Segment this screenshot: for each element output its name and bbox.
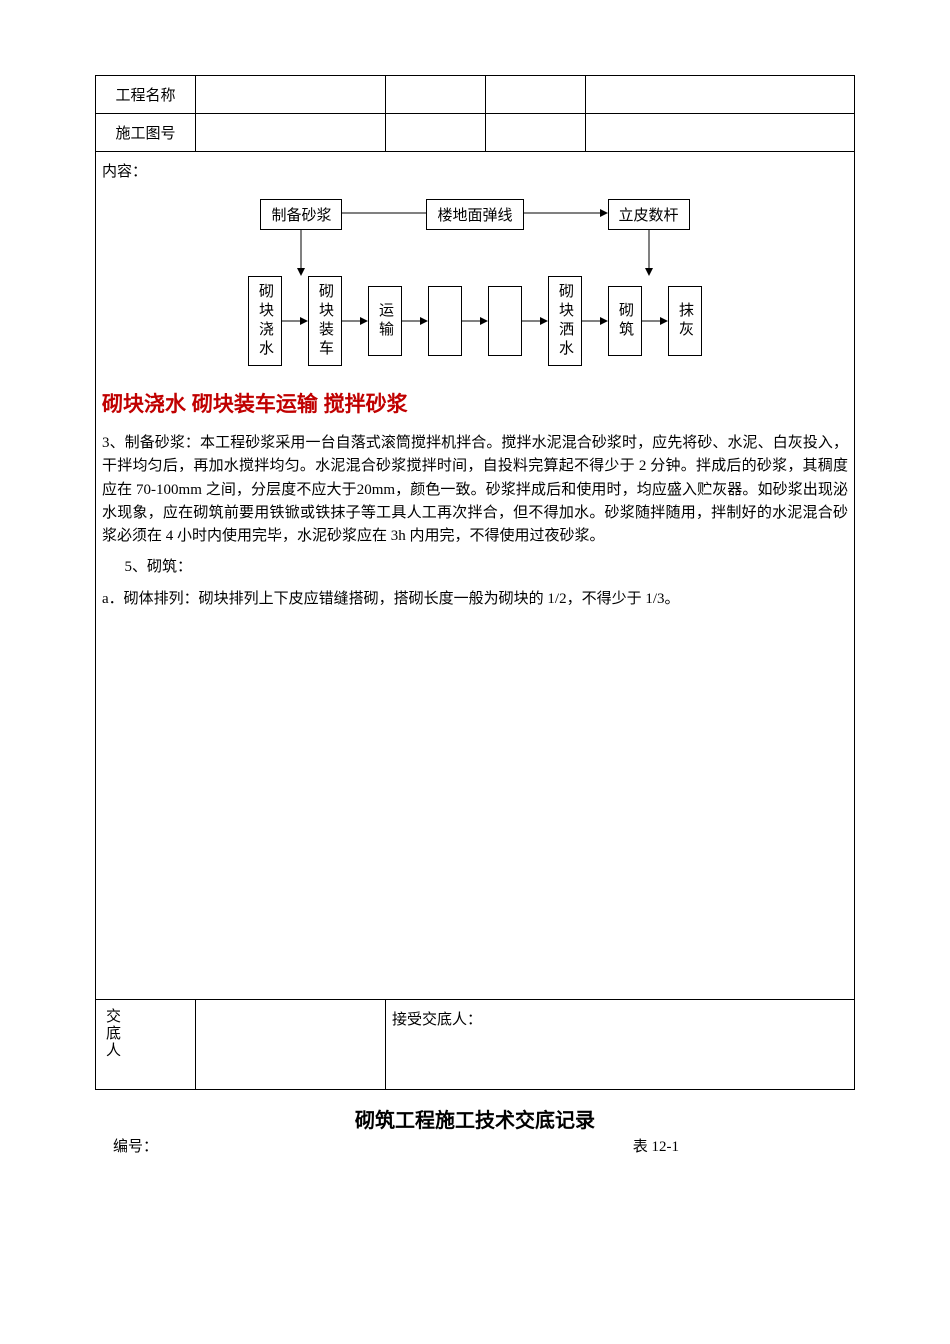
cell-drawing-1: [196, 114, 386, 152]
document-table: 工程名称 施工图号 内容： 制备砂浆: [95, 75, 855, 1090]
cell-drawing-3: [486, 114, 586, 152]
flowchart: 制备砂浆 楼地面弹线: [102, 199, 848, 366]
cell-project-name-3: [486, 76, 586, 114]
flow-bottom-row: 砌块浇水 砌块装车 运输 砌块洒水 砌筑 抹灰: [102, 276, 848, 366]
signature-left-blank: [196, 999, 386, 1089]
arrow-down-pole: [643, 230, 655, 276]
flow-box-prep: 制备砂浆: [260, 199, 342, 230]
content-label: 内容：: [102, 160, 848, 181]
cell-project-name-1: [196, 76, 386, 114]
flow-box-build: 砌筑: [608, 286, 642, 356]
arrow-down-prep: [295, 230, 307, 276]
connector-top-1: [342, 199, 426, 227]
signature-left-label: 交底人: [102, 1008, 123, 1059]
cell-drawing-4: [586, 114, 855, 152]
flow-box-water: 砌块浇水: [248, 276, 282, 366]
label-drawing-no: 施工图号: [96, 114, 196, 152]
content-cell: 内容： 制备砂浆 楼地面弹线: [96, 152, 855, 1000]
signature-left-label-cell: 交底人: [96, 999, 196, 1089]
arrow-b-5: [522, 314, 548, 328]
flow-top-row: 制备砂浆 楼地面弹线: [102, 199, 848, 276]
header-row-2: 施工图号: [96, 114, 855, 152]
signature-right-cell: 接受交底人：: [386, 999, 855, 1089]
flow-box-blank2: [488, 286, 522, 356]
arrow-top-2: [524, 199, 608, 227]
content-row: 内容： 制备砂浆 楼地面弹线: [96, 152, 855, 1000]
flow-box-line: 楼地面弹线: [426, 199, 523, 230]
signature-right-label: 接受交底人：: [392, 1012, 482, 1028]
footer-title: 砌筑工程施工技术交底记录: [95, 1104, 855, 1133]
arrow-b-7: [642, 314, 668, 328]
footer-left: 编号：: [113, 1135, 158, 1156]
cell-project-name-4: [586, 76, 855, 114]
cell-drawing-2: [386, 114, 486, 152]
flow-box-plaster: 抹灰: [668, 286, 702, 356]
paragraph-3: 3、制备砂浆：本工程砂浆采用一台自落式滚筒搅拌机拌合。搅拌水泥混合砂浆时，应先将…: [102, 432, 848, 548]
arrow-b-3: [402, 314, 428, 328]
arrow-b-2: [342, 314, 368, 328]
flow-box-trans: 运输: [368, 286, 402, 356]
footer-right: 表 12-1: [633, 1135, 679, 1156]
signature-row: 交底人 接受交底人：: [96, 999, 855, 1089]
header-row-1: 工程名称: [96, 76, 855, 114]
flow-box-spray: 砌块洒水: [548, 276, 582, 366]
flow-unit-pole: 立皮数杆: [608, 199, 690, 276]
flow-unit-line: 楼地面弹线: [426, 199, 523, 276]
arrow-b-4: [462, 314, 488, 328]
section-heading-red: 砌块浇水 砌块装车运输 搅拌砂浆: [102, 388, 848, 418]
cell-project-name-2: [386, 76, 486, 114]
flow-unit-prep: 制备砂浆: [260, 199, 342, 276]
paragraph-a: a．砌体排列：砌块排列上下皮应错缝搭砌，搭砌长度一般为砌块的 1/2，不得少于 …: [102, 588, 848, 611]
arrow-b-6: [582, 314, 608, 328]
flow-box-load: 砌块装车: [308, 276, 342, 366]
label-project-name: 工程名称: [96, 76, 196, 114]
content-spacer: [102, 611, 848, 991]
flow-box-pole: 立皮数杆: [608, 199, 690, 230]
arrow-b-1: [282, 314, 308, 328]
flow-box-blank1: [428, 286, 462, 356]
footer-row: 编号： 表 12-1: [95, 1135, 855, 1156]
paragraph-5: 5、砌筑：: [102, 556, 848, 579]
